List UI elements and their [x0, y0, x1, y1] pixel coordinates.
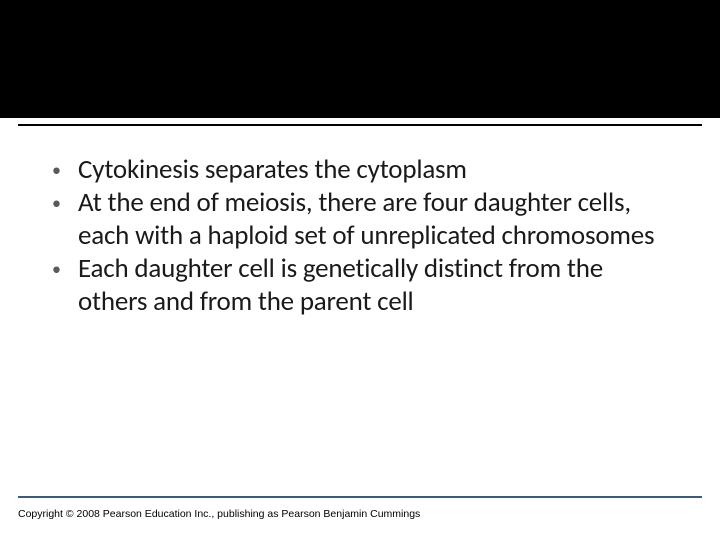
title-bar: [0, 0, 720, 118]
bullet-item: At the end of meiosis, there are four da…: [48, 187, 672, 253]
bullet-item: Each daughter cell is genetically distin…: [48, 253, 672, 319]
content-area: Cytokinesis separates the cytoplasm At t…: [0, 126, 720, 319]
bullet-text: At the end of meiosis, there are four da…: [78, 186, 654, 252]
bullet-text: Cytokinesis separates the cytoplasm: [78, 153, 467, 186]
copyright-text: Copyright © 2008 Pearson Education Inc.,…: [18, 508, 420, 520]
bullet-item: Cytokinesis separates the cytoplasm: [48, 154, 672, 187]
bullet-text: Each daughter cell is genetically distin…: [78, 252, 603, 318]
footer-divider: [18, 496, 702, 498]
bullet-list: Cytokinesis separates the cytoplasm At t…: [48, 154, 672, 319]
